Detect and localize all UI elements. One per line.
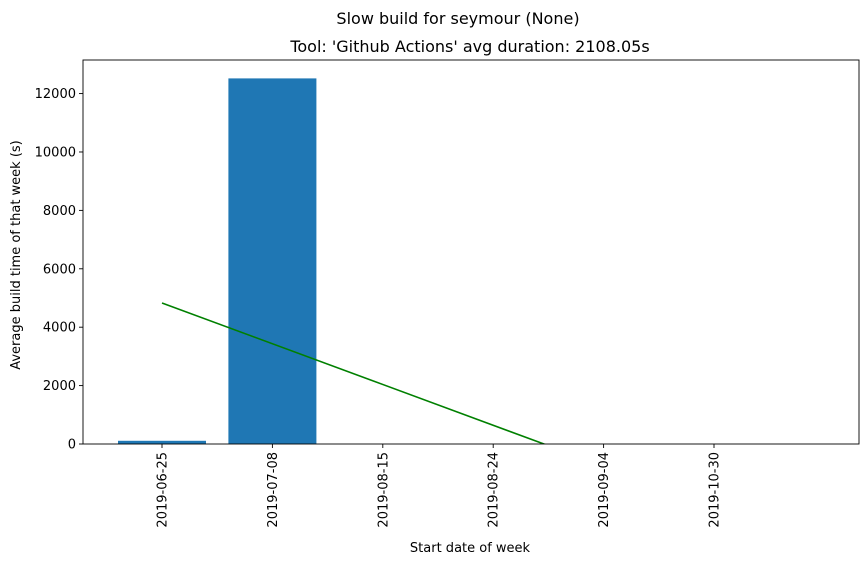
y-axis-label: Average build time of that week (s) — [9, 140, 24, 370]
y-tick-label: 4000 — [43, 321, 76, 336]
x-tick-label: 2019-07-08 — [266, 452, 281, 528]
chart-title: Tool: 'Github Actions' avg duration: 210… — [289, 37, 649, 56]
y-tick-label: 6000 — [43, 262, 76, 277]
y-tick-label: 10000 — [35, 145, 76, 160]
trend-line — [161, 302, 547, 444]
x-tick-label: 2019-08-15 — [376, 452, 391, 528]
bar-2019-06-25 — [118, 440, 206, 444]
chart-suptitle: Slow build for seymour (None) — [336, 9, 579, 28]
x-tick-label: 2019-10-30 — [708, 452, 723, 528]
axes-frame — [82, 59, 860, 445]
plot-area: 0 2000 4000 6000 8000 10000 12000 2019-06-25 201… — [35, 59, 860, 528]
y-tick-label: 0 — [68, 438, 76, 453]
y-tick-label: 8000 — [43, 204, 76, 219]
bar-2019-07-08 — [228, 78, 317, 444]
y-tick-label: 12000 — [35, 87, 76, 102]
x-axis-label: Start date of week — [410, 541, 531, 556]
y-tick-label: 2000 — [43, 379, 76, 394]
x-tick-label: 2019-06-25 — [156, 452, 171, 528]
x-tick-label: 2019-09-04 — [597, 452, 612, 528]
x-tick-label: 2019-08-24 — [487, 452, 502, 528]
